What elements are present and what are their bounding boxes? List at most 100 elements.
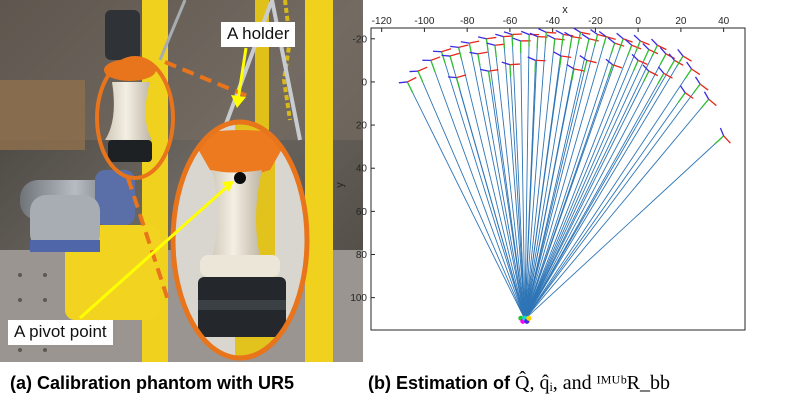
frame-y-axis bbox=[651, 44, 658, 57]
trajectory-line bbox=[488, 71, 526, 320]
x-tick-label: -20 bbox=[588, 16, 603, 27]
frame-y-axis bbox=[657, 72, 665, 85]
trajectory-line bbox=[524, 60, 675, 320]
y-axis-ticks: -20 0 20 40 60 80 100 bbox=[350, 34, 375, 304]
frame-x-axis bbox=[546, 31, 557, 34]
frame-y-axis bbox=[571, 68, 575, 81]
frame-z-axis bbox=[631, 53, 639, 61]
frame-z-axis bbox=[686, 61, 693, 70]
trajectory-line bbox=[524, 38, 590, 320]
frame-x-axis bbox=[488, 69, 499, 72]
dashed-connector-top bbox=[164, 60, 253, 100]
frame-y-axis bbox=[677, 92, 686, 103]
frame-x-axis bbox=[663, 72, 673, 79]
frame-y-axis bbox=[583, 60, 588, 73]
pivot-cluster bbox=[518, 315, 532, 324]
frame-x-axis bbox=[469, 40, 480, 44]
trajectory-line bbox=[524, 135, 724, 320]
trajectory-lines bbox=[406, 32, 724, 320]
frame-z-axis bbox=[460, 41, 470, 44]
zoom-callout-ellipse bbox=[170, 119, 310, 361]
frame-z-axis bbox=[642, 43, 650, 51]
trajectory-line bbox=[524, 34, 530, 320]
frame-x-axis bbox=[637, 59, 648, 65]
trajectory-line bbox=[524, 53, 667, 320]
x-tick-label: 20 bbox=[675, 16, 687, 27]
frame-y-axis bbox=[536, 36, 539, 49]
frame-y-axis bbox=[610, 42, 616, 55]
trajectory-line bbox=[503, 36, 526, 320]
frame-z-axis bbox=[719, 127, 725, 137]
frame-x-axis bbox=[407, 76, 417, 83]
trajectory-line bbox=[417, 70, 526, 320]
x-axis-label: x bbox=[562, 4, 568, 16]
frame-z-axis bbox=[564, 31, 573, 38]
x-axis-ticks: -120 -100 -80 -60 -40 -20 0 20 40 bbox=[372, 16, 730, 32]
frame-z-axis bbox=[607, 37, 616, 44]
frame-z-axis bbox=[512, 37, 521, 42]
yellow-frame-post-back bbox=[255, 0, 269, 130]
caption-b: (b) Estimation of Q̂, q̂ᵢ, and ᴵᴹᵁᵇR_bb bbox=[368, 372, 670, 394]
x-tick-label: -100 bbox=[414, 16, 434, 27]
trajectory-line bbox=[524, 45, 658, 320]
trajectory-line bbox=[458, 47, 526, 320]
trajectory-line bbox=[524, 83, 701, 320]
frame-z-axis bbox=[651, 38, 658, 46]
zoom-inset bbox=[173, 122, 307, 358]
zoom-sensor-band bbox=[198, 300, 286, 310]
trajectory-line bbox=[524, 32, 547, 320]
frame-x-axis bbox=[580, 31, 591, 35]
trajectory-line bbox=[524, 45, 633, 320]
frame-x-axis bbox=[561, 55, 572, 59]
frame-z-axis bbox=[657, 66, 665, 74]
trajectory-line bbox=[511, 34, 526, 320]
frame-y-axis bbox=[558, 55, 562, 69]
pivot-point-label: A pivot point bbox=[8, 320, 113, 345]
frame-x-axis bbox=[477, 51, 488, 55]
frame-z-axis bbox=[538, 28, 547, 33]
y-axis-label: y bbox=[335, 182, 346, 188]
frame-z-axis bbox=[572, 27, 581, 33]
frame-y-axis bbox=[511, 34, 514, 47]
frame-y-axis bbox=[417, 70, 424, 83]
trajectory-line bbox=[520, 40, 526, 320]
trajectory-line bbox=[524, 42, 616, 320]
frame-y-axis bbox=[632, 60, 639, 72]
frame-z-axis bbox=[447, 76, 457, 79]
small-sensor-base bbox=[108, 140, 152, 162]
frame-x-axis bbox=[456, 74, 467, 79]
tripod-leg-3 bbox=[158, 0, 187, 61]
y-tick-label: 60 bbox=[356, 207, 368, 218]
frame-z-axis bbox=[677, 48, 684, 57]
trajectory-line bbox=[524, 98, 710, 320]
trajectory-line bbox=[524, 36, 573, 320]
frame-y-axis bbox=[626, 45, 633, 57]
frame-y-axis bbox=[430, 60, 436, 72]
frame-y-axis bbox=[577, 32, 582, 45]
frame-x-axis bbox=[708, 98, 717, 107]
x-tick-label: 0 bbox=[635, 16, 641, 27]
frame-z-axis bbox=[633, 34, 641, 42]
frame-y-axis bbox=[561, 34, 564, 47]
caption-a: (a) Calibration phantom with UR5 bbox=[10, 373, 295, 393]
frame-z-axis bbox=[598, 31, 607, 38]
frame-y-axis bbox=[676, 55, 684, 67]
y-tick-label: 100 bbox=[350, 293, 367, 304]
zoom-phantom-body bbox=[210, 170, 262, 265]
frame-z-axis bbox=[555, 29, 564, 36]
dashed-connector-bottom bbox=[126, 177, 170, 301]
zoom-holder-cup bbox=[190, 130, 290, 175]
frame-y-axis bbox=[509, 64, 512, 77]
frame-z-axis bbox=[616, 32, 624, 40]
frame-y-axis bbox=[457, 47, 463, 60]
frame-y-axis bbox=[618, 38, 624, 51]
trajectory-line bbox=[524, 68, 692, 320]
frame-x-axis bbox=[494, 43, 505, 46]
trajectory-line bbox=[524, 60, 588, 320]
x-tick-label: 40 bbox=[718, 16, 730, 27]
x-tick-label: -40 bbox=[545, 16, 560, 27]
frame-x-axis bbox=[648, 70, 659, 77]
frame-z-axis bbox=[546, 34, 556, 40]
y-tick-label: 80 bbox=[356, 250, 368, 261]
small-callout-ellipse bbox=[95, 56, 175, 180]
